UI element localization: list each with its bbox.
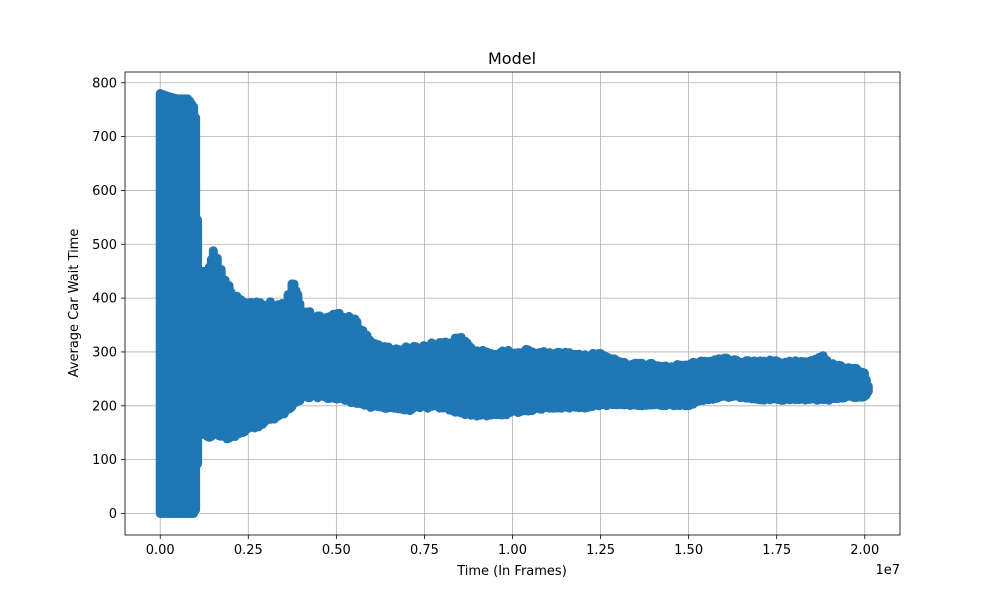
x-axis-offset-label: 1e7 xyxy=(875,563,900,578)
x-tick-label: 1.00 xyxy=(498,543,527,558)
chart-title: Model xyxy=(488,49,536,68)
y-tick-label: 200 xyxy=(92,399,117,414)
data-points xyxy=(155,89,873,518)
y-tick-label: 500 xyxy=(92,238,117,253)
x-tick-label: 1.75 xyxy=(762,543,791,558)
y-tick-label: 600 xyxy=(92,184,117,199)
x-tick-label: 1.25 xyxy=(586,543,615,558)
x-axis-label: Time (In Frames) xyxy=(456,564,567,579)
y-tick-label: 400 xyxy=(92,292,117,307)
x-tick-label: 0.75 xyxy=(410,543,439,558)
x-tick-label: 0.00 xyxy=(146,543,175,558)
y-tick-label: 100 xyxy=(92,453,117,468)
x-tick-label: 0.50 xyxy=(322,543,351,558)
y-tick-label: 300 xyxy=(92,345,117,360)
x-tick-label: 1.50 xyxy=(674,543,703,558)
y-tick-label: 800 xyxy=(92,76,117,91)
x-tick-label: 0.25 xyxy=(234,543,263,558)
y-axis-label: Average Car Wait Time xyxy=(67,229,82,378)
axis-ticks: 0.00 0.25 0.50 0.75 1.00 1.25 1.50 1.75 2.00 0 100… xyxy=(92,76,879,558)
y-tick-label: 700 xyxy=(92,130,117,145)
y-tick-label: 0 xyxy=(109,507,117,522)
x-tick-label: 2.00 xyxy=(850,543,879,558)
